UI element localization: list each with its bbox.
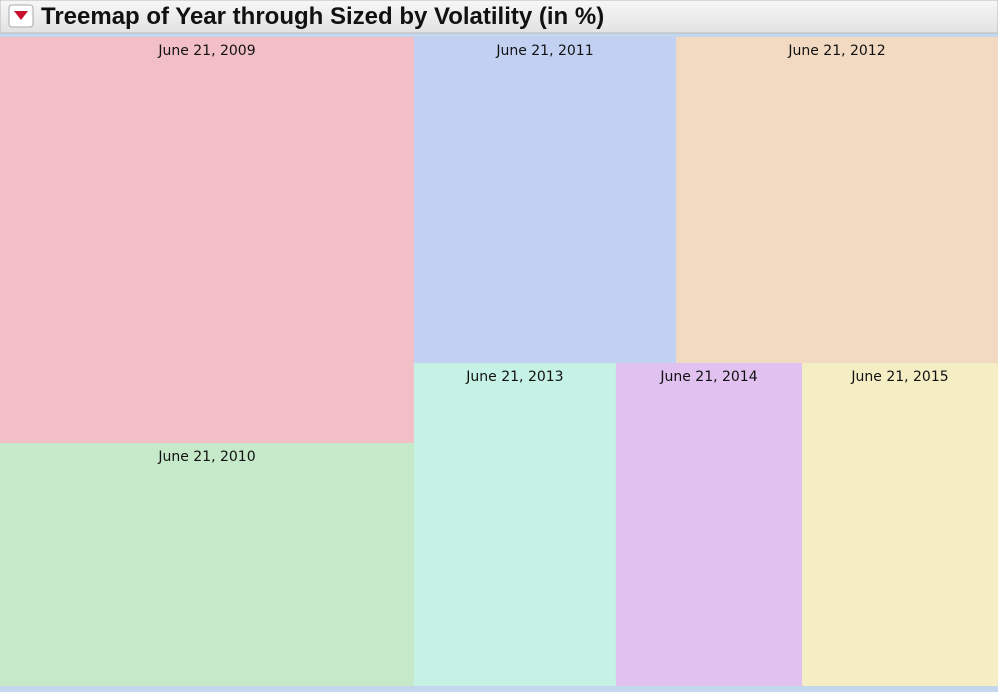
disclosure-icon [14,11,28,20]
cell-label: June 21, 2013 [465,369,563,385]
cell-label: June 21, 2015 [850,369,948,385]
cell-label: June 21, 2012 [787,43,885,59]
treemap-cell [675,37,998,364]
cell-label: June 21, 2010 [157,449,255,465]
chart-title: Treemap of Year through Sized by Volatil… [41,3,604,30]
treemap-cell [615,363,803,686]
treemap-cell [0,37,414,444]
cell-label: June 21, 2009 [157,43,255,59]
cell-label: June 21, 2011 [495,43,593,59]
treemap-cell [0,443,414,686]
title-bar [0,0,998,34]
treemap-cell [802,363,998,686]
cell-label: June 21, 2014 [659,369,757,385]
treemap-cell [413,363,616,686]
treemap-cell [413,37,676,364]
